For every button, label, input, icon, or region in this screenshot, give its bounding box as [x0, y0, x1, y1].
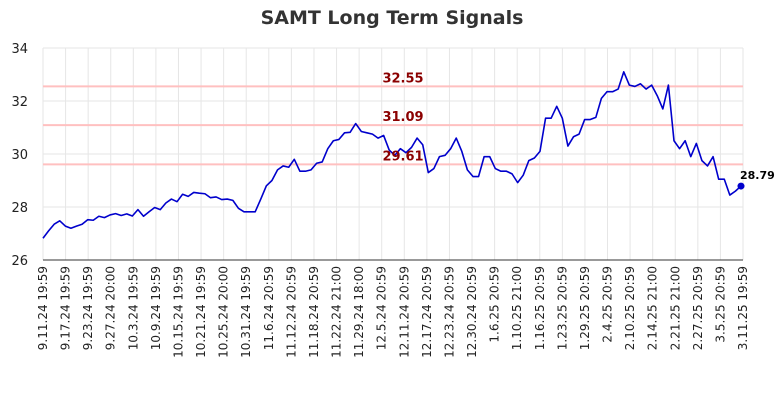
chart-title: SAMT Long Term Signals: [260, 7, 524, 29]
x-tick-label: 10.15.24 19:59: [171, 266, 185, 358]
x-tick-label: 2.4.25 20:59: [601, 266, 615, 343]
level-labels: 32.55 31.09 29.61 28.79: [382, 71, 774, 182]
x-tick-label: 2.21.25 21:00: [668, 266, 682, 350]
y-tick-label: 34: [11, 42, 28, 57]
x-tick-label: 9.11.24 19:59: [36, 266, 50, 350]
last-value-label: 28.79: [740, 169, 775, 182]
x-tick-label: 11.12.24 20:59: [284, 266, 298, 358]
x-tick-label: 12.30.24 20:59: [465, 266, 479, 358]
x-tick-label: 11.18.24 20:59: [307, 266, 321, 358]
series-layer: [42, 71, 745, 239]
x-tick-label: 10.3.24 19:59: [126, 266, 140, 350]
x-tick-label: 1.29.25 20:59: [578, 266, 592, 350]
x-tick-label: 11.29.24 18:00: [352, 266, 366, 358]
signal-level-label: 31.09: [382, 110, 423, 125]
x-tick-label: 1.6.25 20:59: [488, 266, 502, 343]
x-tick-label: 10.31.24 19:59: [239, 266, 253, 358]
x-tick-label: 11.6.24 20:59: [262, 266, 276, 350]
x-tick-label: 2.27.25 20:59: [691, 266, 705, 350]
y-axis: 26 28 30 32 34: [11, 42, 28, 269]
x-tick-label: 12.17.24 20:59: [420, 266, 434, 358]
x-tick-label: 9.27.24 20:00: [104, 266, 118, 350]
x-tick-label: 3.11.25 19:59: [736, 266, 750, 350]
x-tick-label: 1.16.25 20:59: [533, 266, 547, 350]
x-tick-label: 9.23.24 19:59: [81, 266, 95, 350]
signal-level-label: 29.61: [382, 149, 423, 164]
x-tick-label: 10.9.24 19:59: [149, 266, 163, 350]
x-tick-label: 12.5.24 20:59: [375, 266, 389, 350]
y-tick-label: 32: [11, 95, 28, 110]
x-tick-label: 3.5.25 20:59: [713, 266, 727, 343]
y-tick-label: 28: [11, 201, 28, 216]
x-tick-label: 12.11.24 20:59: [397, 266, 411, 358]
x-tick-label: 11.22.24 21:00: [330, 266, 344, 358]
x-tick-label: 10.21.24 19:59: [194, 266, 208, 358]
last-value-marker: [737, 182, 745, 190]
y-tick-label: 30: [11, 148, 28, 163]
x-tick-label: 12.23.24 20:59: [442, 266, 456, 358]
x-tick-label: 10.25.24 20:00: [217, 266, 231, 358]
x-axis: 9.11.24 19:59 9.17.24 19:59 9.23.24 19:59 9…: [36, 259, 750, 358]
x-tick-label: 2.10.25 20:59: [623, 266, 637, 350]
x-tick-label: 2.14.25 21:00: [646, 266, 660, 350]
signal-level-label: 32.55: [382, 71, 423, 86]
signal-lines: [43, 85, 743, 166]
y-tick-label: 26: [11, 254, 28, 269]
price-series-line: [42, 71, 742, 239]
x-tick-label: 1.23.25 20:59: [555, 266, 569, 350]
x-tick-label: 9.17.24 19:59: [59, 266, 73, 350]
grid: [42, 47, 744, 261]
x-tick-label: 1.10.25 21:00: [510, 266, 524, 350]
